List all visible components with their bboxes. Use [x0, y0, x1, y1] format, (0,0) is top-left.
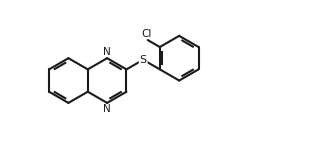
Text: Cl: Cl	[141, 29, 152, 39]
Text: N: N	[103, 47, 111, 57]
Text: N: N	[103, 104, 111, 114]
Text: S: S	[140, 55, 147, 65]
